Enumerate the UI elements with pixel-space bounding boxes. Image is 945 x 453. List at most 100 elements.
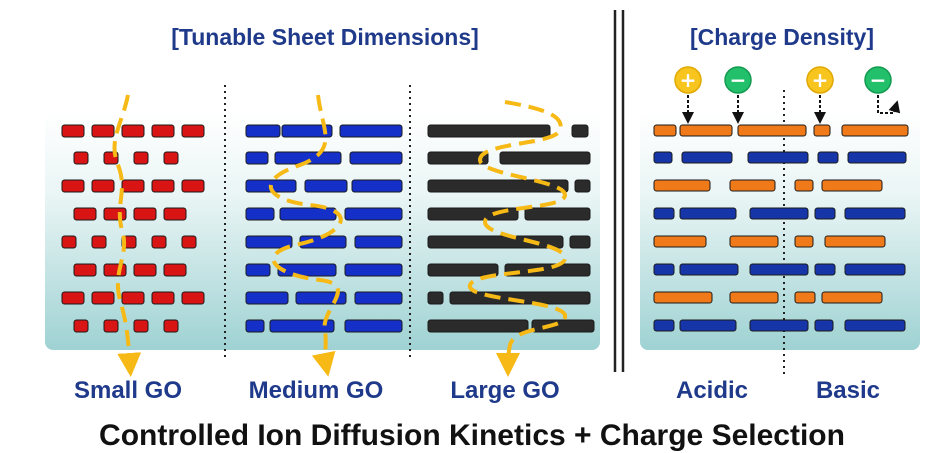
small-go-sheet xyxy=(134,208,156,220)
medium-go-sheet xyxy=(246,208,274,220)
positive-ion-basic: + xyxy=(807,67,833,93)
blue-sheet xyxy=(682,152,732,163)
small-go-sheet xyxy=(152,236,166,248)
small-go-sheet xyxy=(74,320,88,332)
orange-sheet xyxy=(822,292,882,303)
blue-sheet xyxy=(815,320,833,331)
medium-go-sheet xyxy=(355,236,402,248)
small-go-sheet xyxy=(134,152,148,164)
small-go-sheet xyxy=(104,208,126,220)
medium-go-sheet xyxy=(278,264,336,276)
orange-sheet xyxy=(654,180,710,191)
small-go-sheet xyxy=(182,125,204,137)
orange-sheet xyxy=(795,236,813,247)
negative-ion-basic: − xyxy=(865,67,891,93)
orange-sheet xyxy=(822,180,882,191)
blue-sheet xyxy=(750,320,808,331)
label-acidic: Acidic xyxy=(676,377,748,404)
orange-sheet xyxy=(795,180,813,191)
medium-go-sheet xyxy=(345,208,402,220)
svg-text:+: + xyxy=(812,68,829,92)
medium-go-sheet xyxy=(246,292,288,304)
large-go-sheet xyxy=(428,264,498,276)
large-go-sheet xyxy=(428,236,563,248)
blue-sheet xyxy=(654,264,674,275)
medium-go-sheet xyxy=(340,125,402,137)
orange-sheet xyxy=(825,236,885,247)
medium-go-sheet xyxy=(352,180,402,192)
medium-go-sheet xyxy=(345,320,402,332)
left-header: [Tunable Sheet Dimensions] xyxy=(171,24,479,50)
large-go-sheet xyxy=(570,236,590,248)
medium-go-sheet xyxy=(305,180,347,192)
small-go-sheet xyxy=(62,236,76,248)
orange-sheet xyxy=(654,236,706,247)
svg-text:−: − xyxy=(870,68,887,92)
large-go-sheet xyxy=(500,152,590,164)
large-go-sheet xyxy=(428,125,550,137)
orange-sheet xyxy=(680,125,732,136)
small-go-sheet xyxy=(182,180,204,192)
small-go-sheet xyxy=(182,236,196,248)
blue-sheet xyxy=(680,264,738,275)
small-go-sheet xyxy=(164,152,178,164)
medium-go-sheet xyxy=(246,264,270,276)
small-go-sheet xyxy=(164,208,186,220)
small-go-sheet xyxy=(74,152,88,164)
label-small-go: Small GO xyxy=(74,377,182,404)
large-go-sheet xyxy=(428,320,528,332)
blue-sheet xyxy=(654,152,672,163)
small-go-sheet xyxy=(164,264,186,276)
small-go-sheet xyxy=(104,264,126,276)
large-go-sheet xyxy=(525,208,590,220)
label-basic: Basic xyxy=(816,377,880,404)
medium-go-sheet xyxy=(355,292,402,304)
blue-sheet xyxy=(845,208,905,219)
positive-ion-acidic: + xyxy=(675,67,701,93)
large-go-sheet xyxy=(575,180,590,192)
medium-go-sheet xyxy=(345,264,402,276)
small-go-sheet xyxy=(92,180,114,192)
right-membrane-background xyxy=(640,112,920,350)
blue-sheet xyxy=(848,152,906,163)
medium-go-sheet xyxy=(350,152,402,164)
orange-sheet xyxy=(842,125,908,136)
small-go-sheet xyxy=(122,292,144,304)
medium-go-sheet xyxy=(246,152,268,164)
medium-go-sheet xyxy=(246,320,264,332)
right-header: [Charge Density] xyxy=(690,24,874,50)
blue-sheet xyxy=(818,152,838,163)
small-go-sheet xyxy=(74,264,96,276)
arrow-negative-basic-deflected xyxy=(878,95,896,113)
large-go-sheet xyxy=(572,125,588,137)
blue-sheet xyxy=(750,264,808,275)
blue-sheet xyxy=(815,264,835,275)
small-go-sheet xyxy=(92,236,106,248)
large-go-sheet xyxy=(532,320,594,332)
small-go-sheet xyxy=(62,125,84,137)
blue-sheet xyxy=(680,320,736,331)
orange-sheet xyxy=(654,125,676,136)
orange-sheet xyxy=(730,180,775,191)
small-go-sheet xyxy=(152,180,174,192)
small-go-sheet xyxy=(122,180,144,192)
small-go-sheet xyxy=(62,180,84,192)
medium-go-sheet xyxy=(246,125,280,137)
blue-sheet xyxy=(750,208,808,219)
small-go-sheet xyxy=(74,208,96,220)
small-go-sheet xyxy=(152,292,174,304)
small-go-sheet xyxy=(134,264,156,276)
blue-sheet xyxy=(654,208,674,219)
footer-caption: Controlled Ion Diffusion Kinetics + Char… xyxy=(99,419,845,452)
blue-sheet xyxy=(748,152,808,163)
small-go-sheet xyxy=(122,125,144,137)
orange-sheet xyxy=(738,125,806,136)
blue-sheet xyxy=(815,208,835,219)
blue-sheet xyxy=(845,320,905,331)
blue-sheet xyxy=(654,320,674,331)
blue-sheet xyxy=(845,264,905,275)
small-go-sheet xyxy=(164,320,178,332)
orange-sheet xyxy=(730,236,778,247)
orange-sheet xyxy=(795,292,815,303)
